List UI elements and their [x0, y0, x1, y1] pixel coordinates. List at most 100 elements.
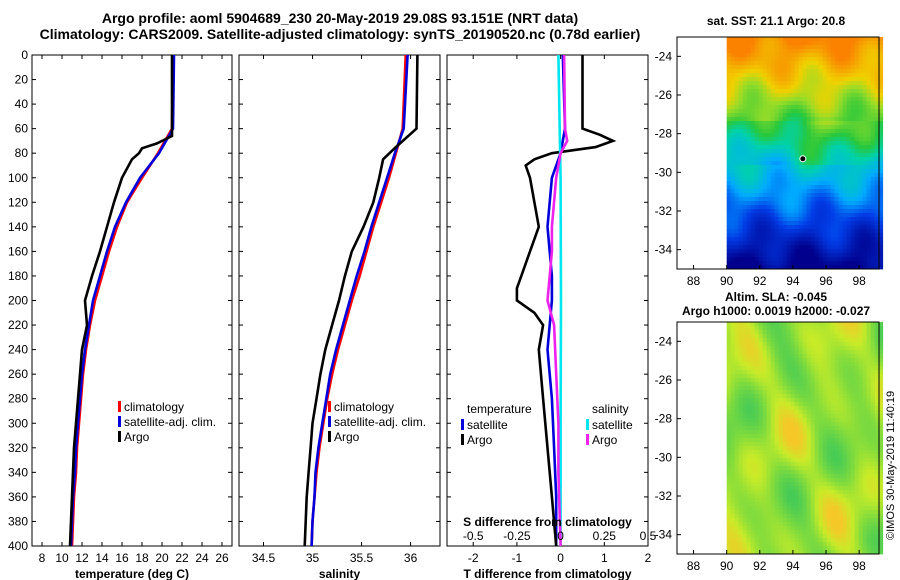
sla-map-cell [858, 330, 864, 335]
sst-map-cell [818, 233, 824, 238]
sst-map-cell [770, 225, 776, 230]
sla-map-cell [750, 374, 756, 379]
sla-map-cell [790, 518, 796, 523]
sst-map-cell [802, 121, 808, 126]
sst-map-cell [794, 69, 800, 74]
sla-map-cell [810, 514, 816, 519]
sst-map-cell [734, 53, 740, 58]
sst-map-cell [738, 137, 744, 142]
sst-map-cell [822, 45, 828, 50]
sla-map-cell [854, 506, 860, 511]
sst-map-cell [854, 193, 860, 198]
sst-map-cell [750, 217, 756, 222]
sla-map-cell [762, 390, 768, 395]
sla-map-cell [838, 534, 844, 539]
sst-map-cell [854, 189, 860, 194]
sla-map-cell [786, 538, 792, 543]
sla-map-cell [798, 370, 804, 375]
sla-map-cell [838, 326, 844, 331]
sst-map-cell [850, 129, 856, 134]
sst-map-cell [742, 265, 748, 270]
sst-map-cell [730, 193, 736, 198]
sla-map-cell [814, 390, 820, 395]
sst-map-cell [878, 85, 884, 90]
sla-map-cell [814, 498, 820, 503]
sst-map-cell [874, 241, 880, 246]
sst-map-cell [858, 65, 864, 70]
sst-map-cell [862, 61, 868, 66]
sla-map-cell [862, 486, 868, 491]
sst-map-cell [786, 257, 792, 262]
sst-map-cell [782, 229, 788, 234]
sst-map-cell [798, 265, 804, 270]
sla-map-cell [758, 406, 764, 411]
sst-map-cell [798, 117, 804, 122]
sst-map-cell [850, 205, 856, 210]
sst-map-cell [778, 101, 784, 106]
sst-map-cell [770, 41, 776, 46]
sst-map-cell [746, 149, 752, 154]
sst-map-cell [802, 109, 808, 114]
sst-map-cell [846, 225, 852, 230]
sla-map-cell [746, 430, 752, 435]
sst-map-cell [754, 257, 760, 262]
sst-map-cell [854, 201, 860, 206]
sla-map-cell [850, 390, 856, 395]
difference-x-axis-title: T difference from climatology [463, 567, 631, 580]
sst-map-cell [734, 93, 740, 98]
sla-map-cell [726, 462, 732, 467]
sla-map-cell [766, 526, 772, 531]
sla-map-cell [858, 430, 864, 435]
sla-map-cell [790, 370, 796, 375]
sst-map-cell [726, 201, 732, 206]
sla-map-cell [818, 518, 824, 523]
sla-map-cell [738, 430, 744, 435]
sst-map-cell [862, 77, 868, 82]
sla-map-cell [810, 550, 816, 555]
sla-map-cell [798, 442, 804, 447]
sla-map-cell [794, 394, 800, 399]
sla-map-cell [826, 346, 832, 351]
sst-map-cell [726, 197, 732, 202]
sst-map-cell [778, 165, 784, 170]
sla-map-cell [854, 478, 860, 483]
sst-map-cell [726, 257, 732, 262]
sla-map-cell [846, 422, 852, 427]
sst-map-cell [810, 141, 816, 146]
sla-map-cell [846, 446, 852, 451]
sst-map-cell [834, 57, 840, 62]
sst-map-cell [794, 229, 800, 234]
salinity-x-axis-title: salinity [319, 567, 361, 580]
sla-map-cell [834, 546, 840, 551]
sla-map-cell [830, 486, 836, 491]
sst-map-cell [810, 245, 816, 250]
sst-map-cell [782, 145, 788, 150]
sst-map-cell [798, 185, 804, 190]
sst-map-cell [846, 189, 852, 194]
sla-map-cell [874, 410, 880, 415]
sla-map-cell [734, 414, 740, 419]
sla-map-cell [746, 386, 752, 391]
sla-map-cell [814, 422, 820, 427]
sla-map-cell [842, 382, 848, 387]
sst-map-cell [850, 177, 856, 182]
sla-map-cell [850, 422, 856, 427]
sst-map-cell [754, 205, 760, 210]
sst-map-cell [850, 89, 856, 94]
sst-map-cell [814, 129, 820, 134]
sla-map-cell [726, 406, 732, 411]
sst-map-cell [790, 237, 796, 242]
sst-map-cell [834, 37, 840, 42]
sst-map-cell [786, 213, 792, 218]
sst-map-cell [802, 221, 808, 226]
sst-map-cell [742, 85, 748, 90]
sla-map-cell [826, 446, 832, 451]
sst-map-cell [850, 261, 856, 266]
sla-map-cell [778, 550, 784, 555]
sst-map-cell [790, 105, 796, 110]
sla-map-cell [834, 518, 840, 523]
sst-map-cell [758, 201, 764, 206]
sla-map-cell [746, 374, 752, 379]
sla-map-cell [846, 526, 852, 531]
sla-map-cell [790, 374, 796, 379]
